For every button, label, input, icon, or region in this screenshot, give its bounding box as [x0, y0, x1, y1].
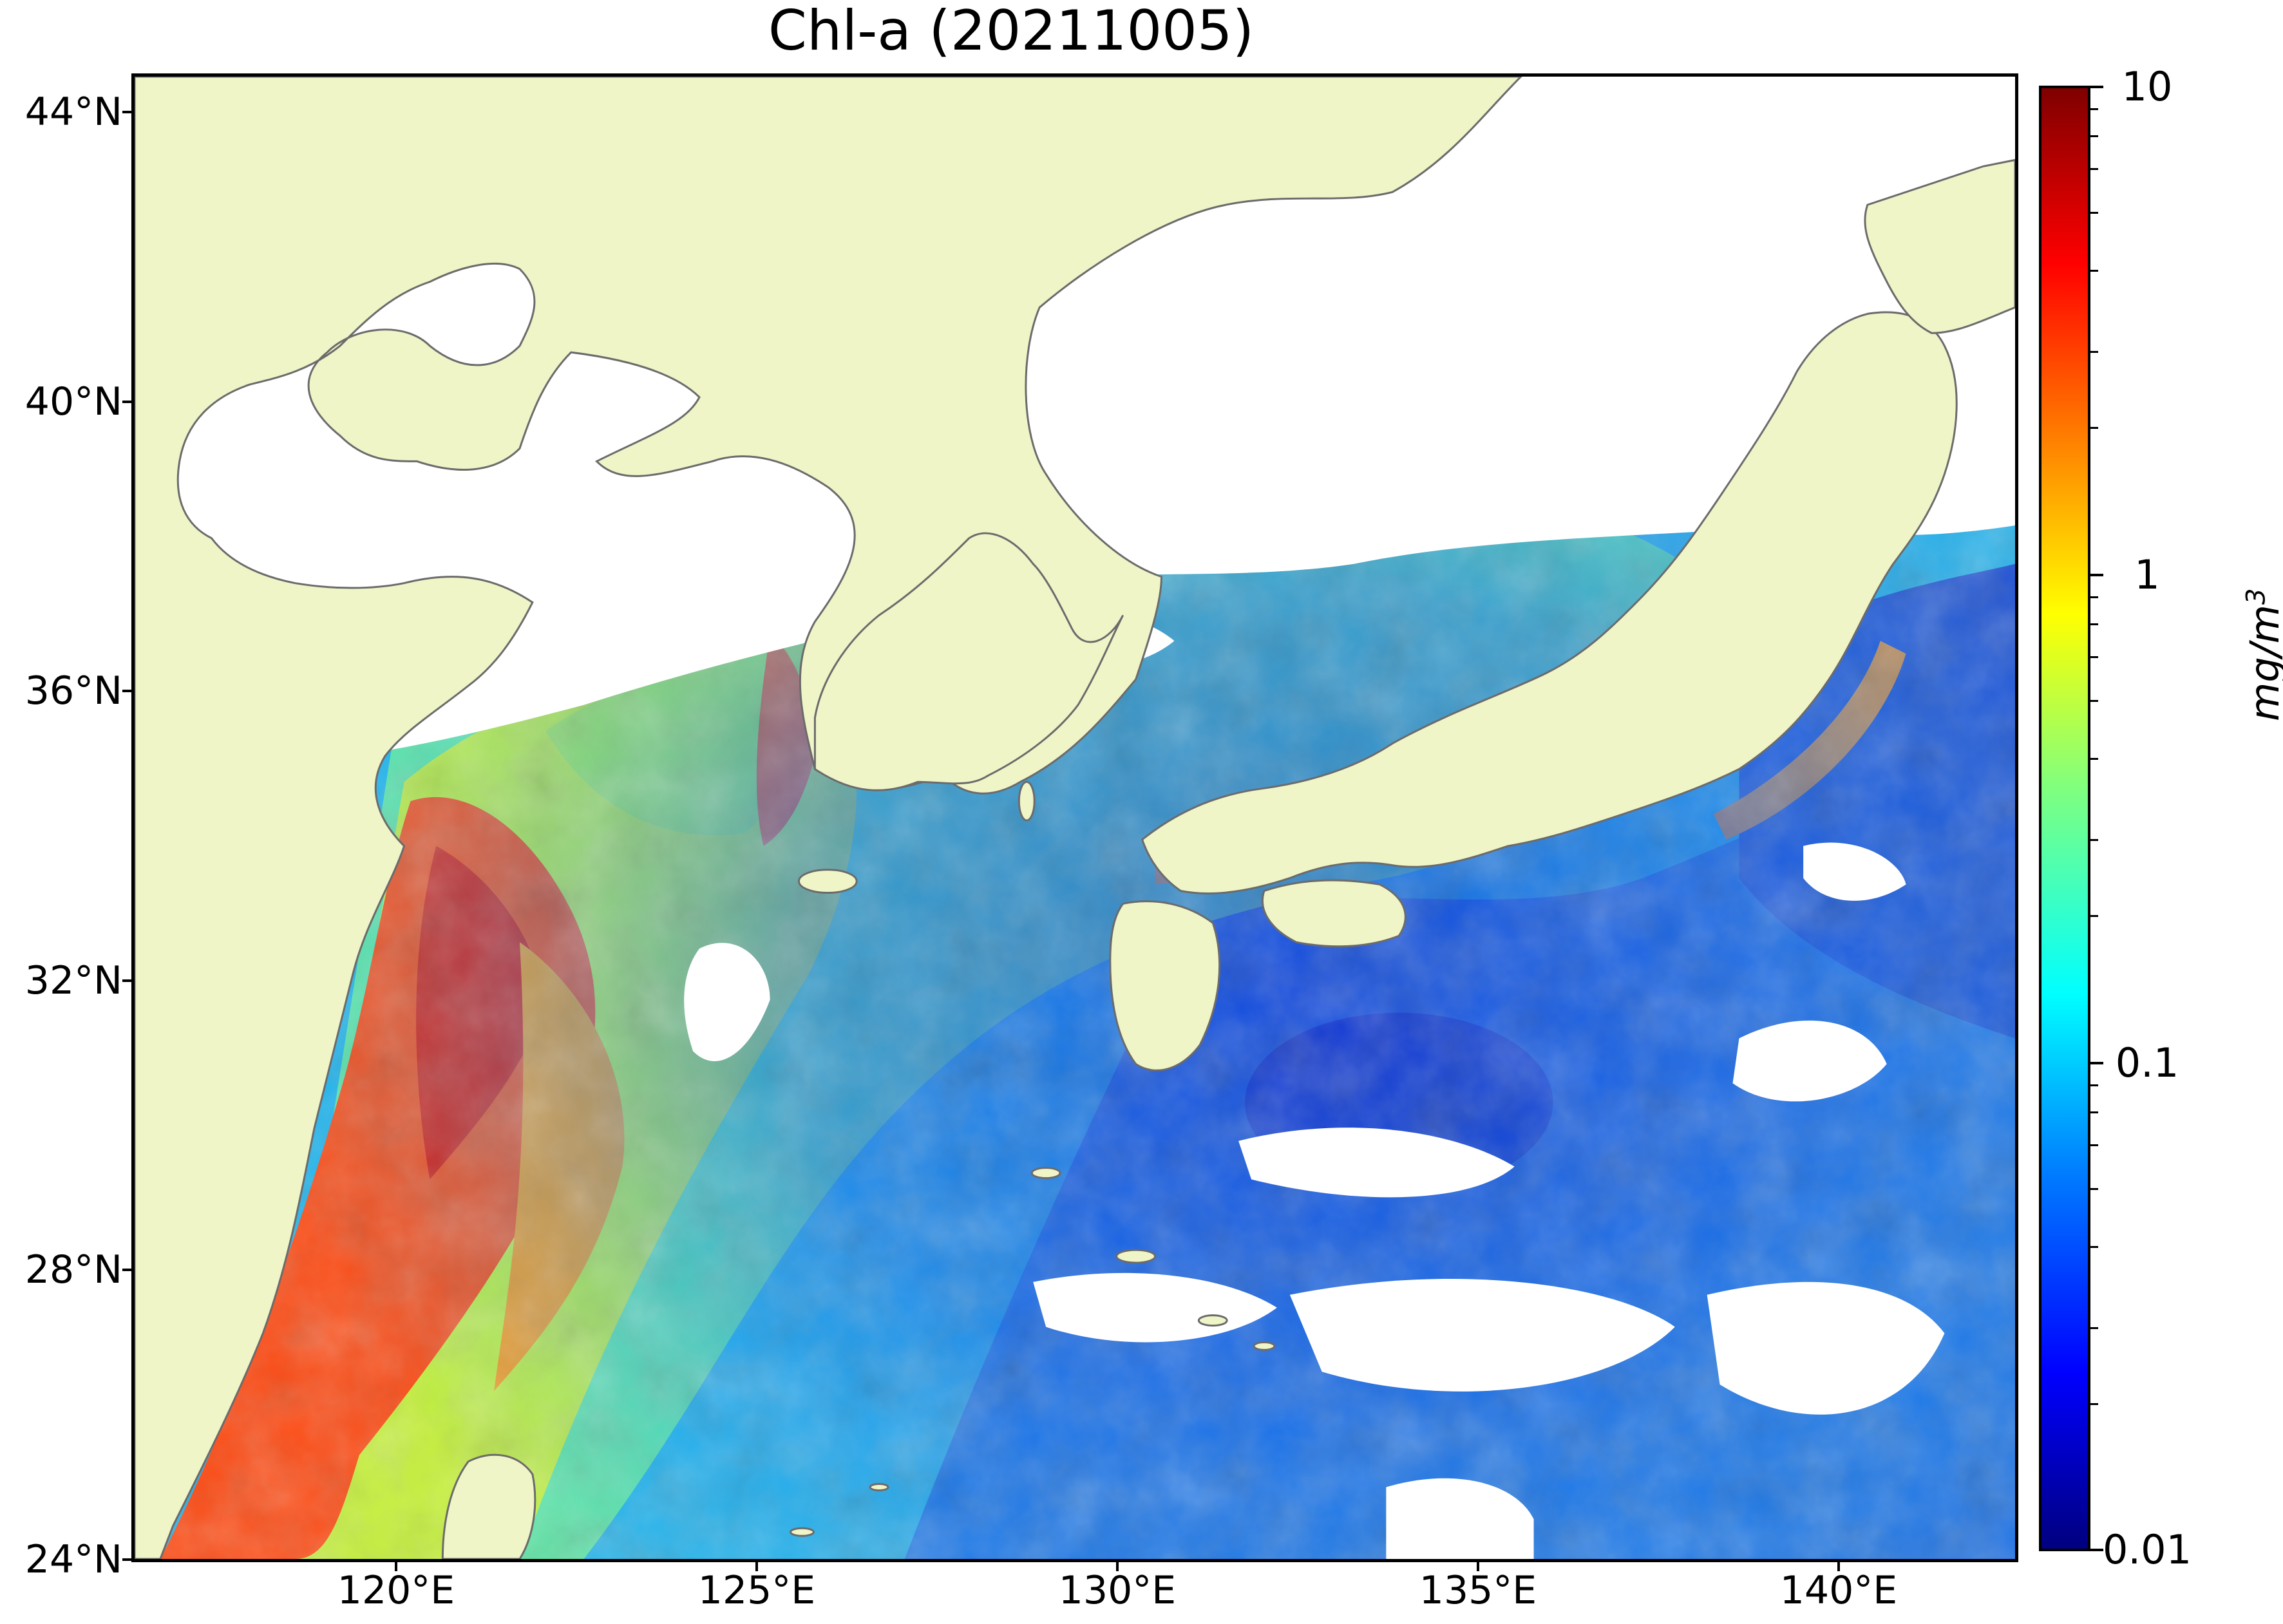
- colorbar-minor-tick: [2090, 135, 2098, 137]
- colorbar-label-1: 1: [2134, 551, 2160, 598]
- colorbar-minor-tick: [2090, 427, 2098, 429]
- colorbar-minor-tick: [2090, 351, 2098, 353]
- colorbar-label-10: 10: [2121, 63, 2173, 110]
- lon-tick: [755, 1562, 758, 1571]
- colorbar-tick: [2090, 86, 2103, 88]
- colorbar-minor-tick: [2090, 1084, 2098, 1086]
- lat-tick: [122, 401, 131, 403]
- colorbar-minor-tick: [2090, 623, 2098, 625]
- cloud-patch: [1238, 1128, 1515, 1198]
- colorbar-minor-tick: [2090, 1403, 2098, 1405]
- lon-tick: [1477, 1562, 1479, 1571]
- colorbar-unit-prefix: mg/m: [2241, 604, 2283, 721]
- lat-label-36n: 36°N: [24, 668, 122, 713]
- colorbar-unit-label: mg/m3: [2241, 589, 2283, 722]
- colorbar-minor-tick: [2090, 270, 2098, 272]
- colorbar-minor-tick: [2090, 1111, 2098, 1113]
- colorbar-minor-tick: [2090, 212, 2098, 214]
- chlorophyll-map: [131, 73, 2018, 1562]
- colorbar-minor-tick: [2090, 1327, 2098, 1329]
- lat-label-28n: 28°N: [24, 1247, 122, 1292]
- lon-label-120e: 120°E: [337, 1568, 455, 1613]
- lat-label-32n: 32°N: [24, 958, 122, 1003]
- colorbar-minor-tick: [2090, 915, 2098, 917]
- colorbar-tick: [2090, 1062, 2103, 1064]
- cloud-patch: [684, 943, 770, 1062]
- cloud-patch: [1803, 842, 1906, 901]
- colorbar-minor-tick: [2090, 596, 2098, 598]
- colorbar-minor-tick: [2090, 656, 2098, 658]
- colorbar-minor-tick: [2090, 1144, 2098, 1146]
- colorbar-minor-tick: [2090, 168, 2098, 170]
- lat-label-24n: 24°N: [24, 1537, 122, 1582]
- lat-tick: [122, 690, 131, 692]
- colorbar-tick: [2090, 1549, 2103, 1551]
- cloud-patch: [1707, 1281, 1945, 1415]
- lon-tick: [1116, 1562, 1119, 1571]
- lon-label-135e: 135°E: [1419, 1568, 1537, 1613]
- lon-label-130e: 130°E: [1058, 1568, 1177, 1613]
- land: [135, 77, 2015, 1559]
- lat-tick: [122, 1269, 131, 1271]
- colorbar-minor-tick: [2090, 1246, 2098, 1248]
- lon-label-125e: 125°E: [697, 1568, 816, 1613]
- map-title: Chl-a (20211005): [768, 0, 1255, 63]
- lat-label-40n: 40°N: [24, 379, 122, 424]
- colorbar-label-0-01: 0.01: [2102, 1526, 2192, 1573]
- lon-tick: [1837, 1562, 1840, 1571]
- lon-label-140e: 140°E: [1779, 1568, 1898, 1613]
- lat-label-44n: 44°N: [24, 90, 122, 135]
- colorbar-minor-tick: [2090, 839, 2098, 841]
- colorbar: [2039, 86, 2090, 1551]
- map-canvas: [135, 77, 2015, 1559]
- colorbar-minor-tick: [2090, 1188, 2098, 1190]
- colorbar-minor-tick: [2090, 108, 2098, 110]
- cloud-patch: [1289, 1279, 1675, 1392]
- lat-tick: [122, 111, 131, 113]
- colorbar-tick: [2090, 574, 2103, 576]
- colorbar-minor-tick: [2090, 758, 2098, 760]
- lon-tick: [395, 1562, 397, 1571]
- lat-tick: [122, 1558, 131, 1561]
- lat-tick: [122, 979, 131, 982]
- cloud-patch: [1732, 1020, 1887, 1102]
- cloud-patch: [1386, 1478, 1534, 1559]
- colorbar-unit-exponent: 3: [2241, 588, 2271, 605]
- colorbar-minor-tick: [2090, 700, 2098, 702]
- colorbar-label-0-1: 0.1: [2115, 1039, 2179, 1086]
